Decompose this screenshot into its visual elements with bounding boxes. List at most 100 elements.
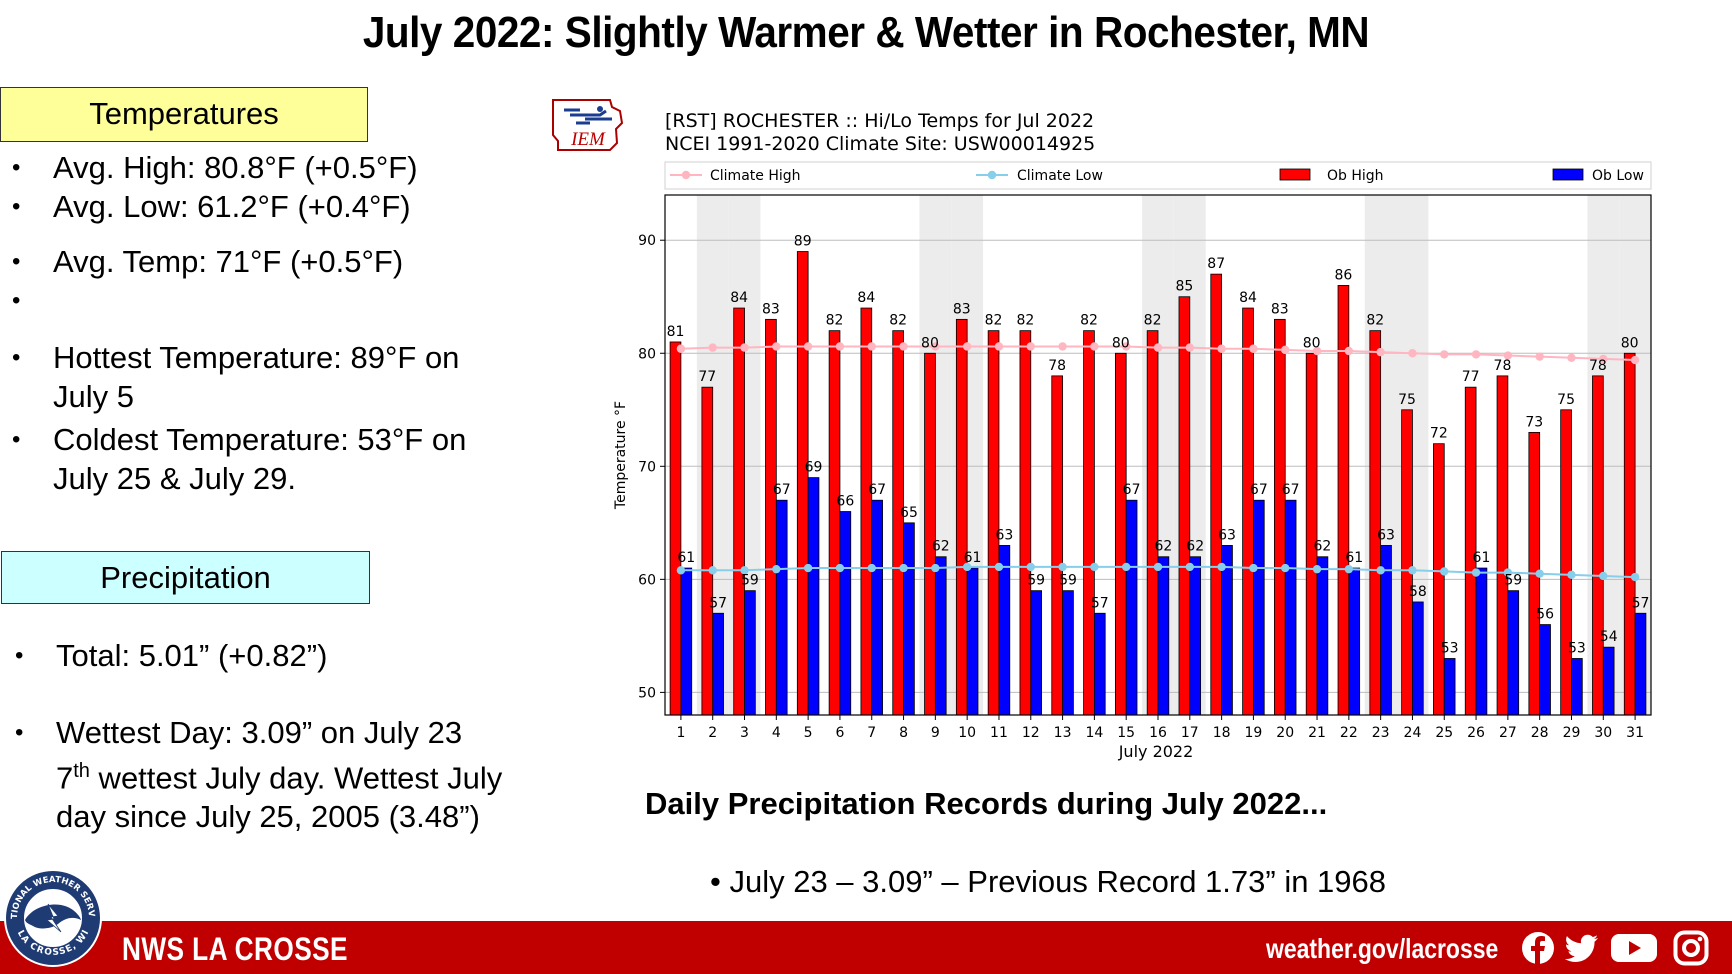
climate-low-point	[1567, 570, 1576, 580]
x-tick-label: 19	[1245, 725, 1263, 741]
climate-high-point	[1630, 355, 1640, 365]
legend-climate-high-marker	[681, 170, 691, 180]
ob-low-label: 66	[836, 494, 854, 510]
ob-low-label: 59	[741, 573, 759, 589]
wettest-rank-suffix: th	[73, 760, 90, 782]
x-tick-label: 16	[1149, 725, 1167, 741]
ob-low-bar	[1093, 612, 1106, 716]
wettest-rest: wettest July day. Wettest July day since…	[56, 760, 503, 835]
ob-high-bar	[1496, 375, 1509, 716]
instagram-icon[interactable]	[1673, 930, 1709, 966]
legend-frame	[664, 161, 1652, 190]
ob-high-label: 82	[985, 313, 1003, 329]
x-tick-label: 18	[1213, 725, 1231, 741]
climate-low-point	[1153, 562, 1163, 572]
records-title: Daily Precipitation Records during July …	[645, 786, 1328, 821]
temperature-chart: [RST] ROCHESTER :: Hi/Lo Temps for Jul 2…	[613, 110, 1652, 761]
wettest-line1: Wettest Day: 3.09” on July 23	[56, 715, 463, 750]
climate-high-point	[1281, 345, 1290, 355]
ob-high-label: 86	[1335, 267, 1353, 283]
climate-high-point	[1153, 343, 1163, 352]
ob-high-bar	[1592, 375, 1604, 716]
ob-low-bar	[744, 590, 756, 716]
ob-low-label: 59	[1059, 573, 1077, 589]
ob-low-bar	[1062, 590, 1074, 716]
climate-high-point	[931, 342, 940, 351]
chart-plot-area: 5060708090816177578459836789698266846782…	[638, 194, 1652, 741]
ob-low-label: 59	[1504, 573, 1522, 589]
chart-title: [RST] ROCHESTER :: Hi/Lo Temps for Jul 2…	[665, 110, 1094, 132]
y-tick-label: 80	[638, 346, 656, 362]
empty-bullet	[12, 281, 502, 320]
climate-high-point	[1058, 342, 1067, 351]
legend-ob-low-label: Ob Low	[1592, 168, 1644, 184]
youtube-icon[interactable]	[1610, 930, 1658, 966]
x-tick-label: 20	[1276, 725, 1294, 741]
climate-low-point	[1630, 572, 1640, 582]
climate-low-point	[1440, 567, 1449, 576]
ob-high-bar	[1433, 443, 1445, 716]
x-tick-label: 30	[1594, 725, 1612, 741]
climate-high-point	[1121, 342, 1131, 351]
ob-low-bar	[934, 556, 947, 716]
x-tick-label: 13	[1054, 725, 1072, 741]
climate-high-point	[1376, 347, 1385, 357]
ob-high-bar	[1623, 352, 1636, 716]
ob-low-bar	[1316, 556, 1329, 716]
legend-climate-low-label: Climate Low	[1017, 168, 1103, 184]
climate-high-point	[1185, 343, 1195, 352]
ob-high-label: 87	[1207, 256, 1225, 272]
ob-high-label: 82	[889, 313, 907, 329]
records-item: • July 23 – 3.09” – Previous Record 1.73…	[710, 864, 1387, 899]
x-tick-label: 10	[958, 725, 976, 741]
climate-low-point	[1217, 562, 1226, 572]
twitter-icon[interactable]	[1564, 930, 1600, 966]
ob-low-label: 53	[1441, 640, 1459, 656]
climate-high-point	[803, 342, 813, 351]
ob-low-label: 65	[900, 505, 918, 521]
climate-high-point	[1217, 344, 1226, 353]
x-tick-label: 7	[867, 725, 876, 741]
ob-high-label: 83	[762, 301, 780, 317]
climate-low-point	[867, 563, 876, 573]
climate-low-point	[1058, 562, 1067, 572]
avg-temp-item: Avg. Temp: 71°F (+0.5°F)	[12, 242, 502, 281]
ob-low-label: 57	[1091, 595, 1109, 611]
climate-low-point	[1344, 564, 1354, 574]
climate-high-point	[1090, 342, 1099, 351]
climate-low-point	[740, 566, 749, 575]
ob-high-bar	[701, 386, 714, 716]
chart-subtitle: NCEI 1991-2020 Climate Site: USW00014925	[665, 133, 1095, 155]
ob-low-bar	[1507, 590, 1520, 716]
x-tick-label: 25	[1435, 725, 1453, 741]
legend-ob-high-swatch	[1279, 168, 1311, 181]
x-tick-label: 26	[1467, 725, 1485, 741]
facebook-icon[interactable]	[1520, 930, 1556, 966]
ob-low-label: 69	[805, 460, 823, 476]
legend-climate-low-marker	[987, 170, 997, 180]
ob-low-label: 62	[1314, 539, 1332, 555]
climate-low-point	[1185, 562, 1195, 572]
climate-high-point	[994, 342, 1004, 351]
climate-high-point	[1567, 353, 1576, 362]
ob-low-label: 61	[1473, 550, 1491, 566]
climate-high-point	[1344, 346, 1354, 356]
ob-low-label: 53	[1568, 640, 1586, 656]
footer-bar: NWS LA CROSSE weather.gov/lacrosse	[0, 921, 1732, 974]
footer-website-link[interactable]: weather.gov/lacrosse	[1266, 933, 1499, 964]
climate-low-point	[1599, 571, 1608, 581]
iem-logo: IEM	[552, 99, 624, 151]
x-tick-label: 28	[1531, 725, 1549, 741]
ob-high-label: 80	[921, 335, 939, 351]
coldest-item: Coldest Temperature: 53°F on July 25 & J…	[12, 420, 502, 498]
ob-high-bar	[765, 318, 777, 716]
ob-high-bar	[1083, 330, 1095, 716]
ob-high-label: 82	[1144, 313, 1162, 329]
legend-ob-low-swatch	[1552, 168, 1584, 181]
ob-low-bar	[1189, 556, 1202, 716]
ob-low-bar	[1030, 590, 1042, 716]
ob-high-label: 84	[1239, 290, 1257, 306]
ob-high-label: 80	[1303, 335, 1321, 351]
climate-low-point	[1249, 563, 1258, 573]
iem-logo-text: IEM	[570, 129, 606, 150]
